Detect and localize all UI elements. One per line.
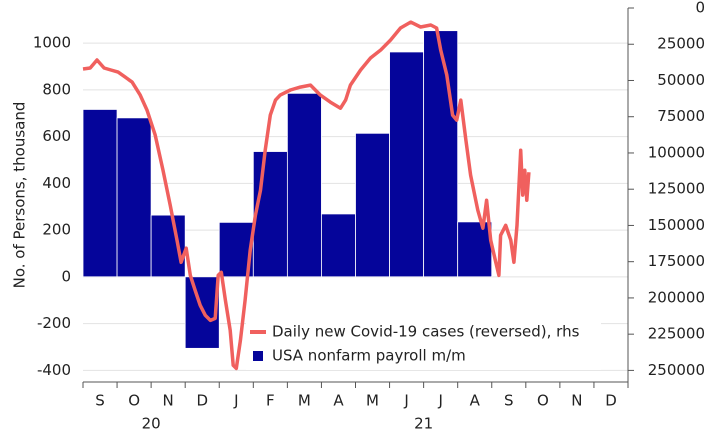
- y-tick-label: 0: [61, 267, 71, 285]
- x-tick-label: S: [504, 392, 514, 410]
- bar: [355, 132, 390, 278]
- x-tick-label: J: [437, 392, 442, 410]
- y-axis-title: No. of Persons, thousand: [11, 102, 29, 289]
- y-tick-label: 800: [42, 80, 71, 98]
- y2-tick-label: 250000: [648, 361, 705, 379]
- bar: [423, 30, 459, 278]
- x-tick-label: D: [196, 392, 208, 410]
- legend-label: Daily new Covid-19 cases (reversed), rhs: [272, 323, 580, 341]
- legend-background: [246, 318, 601, 370]
- x-group-label: 20: [142, 415, 161, 433]
- y2-tick-label: 75000: [657, 107, 705, 125]
- y2-tick-label: 0: [695, 0, 705, 17]
- y-tick-label: 600: [42, 127, 71, 145]
- y2-tick-label: 200000: [648, 288, 705, 306]
- bar: [150, 214, 186, 278]
- x-tick-label: J: [403, 392, 408, 410]
- x-tick-label: F: [266, 392, 275, 410]
- bar: [321, 213, 356, 278]
- bar: [389, 51, 425, 278]
- x-tick-label: M: [366, 392, 379, 410]
- x-tick-label: S: [95, 392, 105, 410]
- x-tick-label: D: [605, 392, 617, 410]
- y2-tick-label: 25000: [657, 35, 705, 53]
- x-tick-label: N: [571, 392, 582, 410]
- y-tick-label: 200: [42, 221, 71, 239]
- y2-tick-label: 225000: [648, 325, 705, 343]
- y-tick-label: 1000: [33, 34, 71, 52]
- x-tick-label: O: [537, 392, 549, 410]
- y-tick-label: -200: [37, 314, 71, 332]
- bar: [457, 221, 493, 278]
- y-tick-label: 400: [42, 174, 71, 192]
- bar: [286, 92, 322, 278]
- y-tick-label: -400: [37, 361, 71, 379]
- x-tick-label: A: [333, 392, 344, 410]
- line: [82, 20, 531, 371]
- x-group-label: 21: [414, 415, 433, 433]
- legend-swatch: [253, 351, 263, 361]
- x-tick-label: N: [163, 392, 174, 410]
- y2-tick-label: 50000: [657, 71, 705, 89]
- bar: [116, 117, 152, 278]
- bar: [252, 151, 288, 278]
- y2-tick-label: 125000: [648, 180, 705, 198]
- x-tick-label: M: [298, 392, 311, 410]
- bar: [82, 109, 118, 278]
- y2-tick-label: 150000: [648, 216, 705, 234]
- x-tick-label: J: [233, 392, 238, 410]
- legend: Daily new Covid-19 cases (reversed), rhs…: [246, 318, 601, 370]
- y2-tick-label: 175000: [648, 252, 705, 270]
- x-tick-label: A: [470, 392, 481, 410]
- y2-tick-label: 100000: [648, 143, 705, 161]
- legend-label: USA nonfarm payroll m/m: [272, 347, 466, 365]
- x-tick-label: O: [128, 392, 140, 410]
